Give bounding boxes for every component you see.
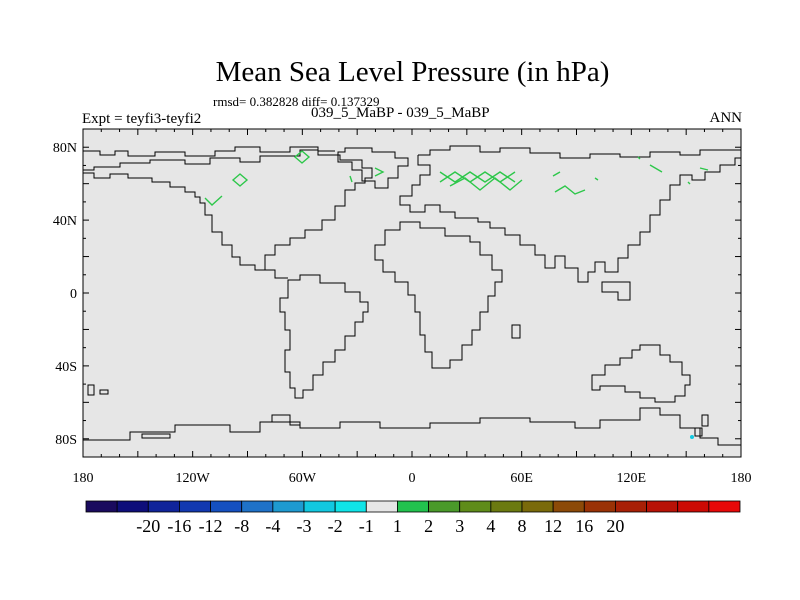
coast-south-america [279,274,369,399]
colorbar-label: 2 [424,516,434,536]
colorbar-swatch [677,500,710,513]
colorbar-swatch [85,500,118,513]
colorbar-label: -3 [296,516,312,536]
lat-tick-label: 80S [55,433,77,448]
coast-eurasia-south [399,155,741,283]
colorbar-swatch [459,500,492,513]
colorbar-swatch [147,500,180,513]
coast-australia [591,344,691,403]
colorbar-swatch [365,500,398,513]
colorbar-label: 20 [606,516,625,536]
contour-pacific [637,156,641,160]
colorbar-label: -12 [198,516,223,536]
periods-label: 039_5_MaBP - 039_5_MaBP [311,105,490,121]
lat-tick-label: 80N [53,141,77,156]
lat-tick-labels: 80N 40N 0 40S 80S [53,141,77,448]
contour-na-2 [231,173,249,187]
experiment-label: Expt = teyfi3-teyfi2 [82,111,202,127]
colorbar [85,500,741,513]
coast-north-america [83,149,373,271]
colorbar-swatch [428,500,461,513]
colorbar-swatch [583,500,616,513]
colorbar-swatch [615,500,647,513]
coast-central-america [265,269,288,279]
lon-tick-label: 120E [617,471,647,486]
lon-tick-label: 60E [510,471,533,486]
coast-se-asia [601,281,631,301]
positive-anomaly-contours [204,150,709,206]
colorbar-label: 1 [392,516,402,536]
lon-tick-label: 120W [176,471,211,486]
coast-antarctic-peninsula [271,414,300,426]
coastlines [83,145,741,446]
lon-tick-labels: 180 120W 60W 0 60E 120E 180 [73,471,752,486]
coast-small-islands [87,384,171,439]
lat-tick-label: 0 [70,287,77,302]
colorbar-label: -4 [265,516,281,536]
colorbar-label: -2 [327,516,343,536]
colorbar-swatch [490,500,523,513]
coast-eurasia [418,145,741,159]
colorbar-swatch [179,500,211,513]
colorbar-label: -20 [136,516,161,536]
colorbar-label: 12 [544,516,563,536]
coast-antarctica [83,407,741,446]
colorbar-swatch [334,500,367,513]
contour-east-asia [649,164,709,185]
colorbar-swatch [708,500,741,513]
colorbar-swatch [646,500,679,513]
lon-tick-label: 60W [289,471,317,486]
colorbar-label: -8 [234,516,250,536]
lon-tick-label: 180 [731,471,752,486]
colorbar-swatch [210,500,243,513]
colorbar-swatch [303,500,336,513]
coast-greenland [337,147,409,189]
lat-tick-label: 40S [55,360,77,375]
map-title: Mean Sea Level Pressure (in hPa) [215,56,610,88]
coast-arctic-islands [83,146,335,157]
axis-ticks [82,128,742,458]
colorbar-swatch [241,500,274,513]
coast-madagascar [511,324,521,339]
colorbar-label: 4 [486,516,496,536]
contour-na-1 [204,195,223,206]
contour-asia-1 [554,185,586,195]
stats-text: rmsd= 0.382828 diff= 0.137329 [213,94,380,109]
contour-greenland [293,150,311,164]
contour-europe [439,171,523,191]
contour-atlantic [349,167,385,183]
colorbar-swatch [397,500,429,513]
colorbar-swatch [272,500,305,513]
negative-anomaly-dot [690,435,694,439]
colorbar-swatch [521,500,554,513]
colorbar-label: 8 [517,516,527,536]
coast-africa [374,221,503,369]
lon-tick-label: 0 [409,471,416,486]
colorbar-label: -1 [358,516,374,536]
colorbar-label: 16 [575,516,594,536]
contour-asia-2 [552,171,599,181]
colorbar-swatch [552,500,585,513]
colorbar-label: -16 [167,516,192,536]
season-label: ANN [709,110,743,126]
lat-tick-label: 40N [53,214,77,229]
map-plot-area [82,128,742,458]
colorbar-swatch [116,500,149,513]
lon-tick-label: 180 [73,471,94,486]
colorbar-label: 3 [455,516,465,536]
